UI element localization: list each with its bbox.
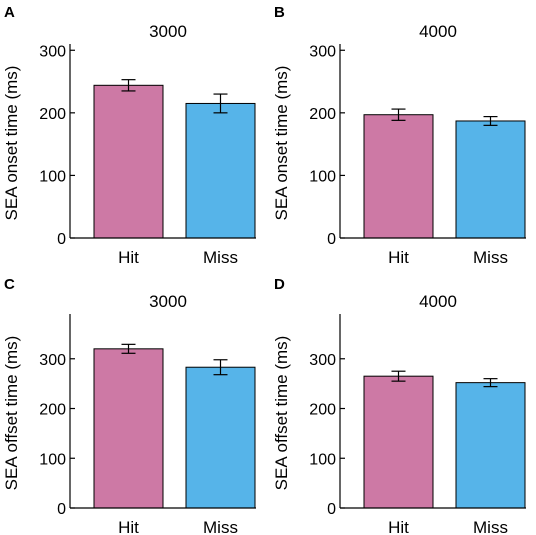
panel-b: B 4000 SEA onset time (ms) Hit Miss 0 100 20… [272,4,526,267]
bar-miss [185,102,256,239]
plot-area: Hit Miss 0 100 200 300 [39,43,256,267]
panel-a: A 3000 SEA onset time (ms) Hit Miss 0 100 20… [2,4,256,267]
x-tick-label: Hit [118,518,139,535]
y-axis-label: SEA offset time (ms) [2,336,21,491]
y-tick-label: 100 [309,451,336,468]
plot-area: Hit Miss 0 100 200 300 [309,314,526,535]
panel-d: D 4000 SEA offset time (ms) Hit Miss 0 100 2… [272,276,526,535]
y-tick-label: 100 [39,168,66,185]
y-tick-label: 300 [309,352,336,369]
y-tick-label: 200 [39,106,66,123]
x-tick-label: Miss [203,248,238,267]
panel-letter: D [274,276,285,293]
x-tick-label: Hit [388,248,409,267]
y-tick-label: 100 [309,168,336,185]
panel-c: C 3000 SEA offset time (ms) Hit Miss 0 100 2… [2,276,256,535]
panel-title: 3000 [149,22,187,41]
y-tick-label: 300 [39,43,66,60]
bar-hit [93,348,164,509]
plot-area: Hit Miss 0 100 200 300 [309,43,526,267]
bar-hit [363,375,434,509]
y-tick-label: 100 [39,451,66,468]
bar-hit [93,84,164,239]
x-tick-label: Miss [473,248,508,267]
y-tick-label: 200 [309,106,336,123]
y-tick-label: 300 [39,352,66,369]
y-axis-label: SEA onset time (ms) [2,66,21,221]
bar-miss [185,366,256,509]
plot-area: Hit Miss 0 100 200 300 [39,314,256,535]
bar-miss [455,382,526,509]
x-tick-label: Miss [203,518,238,535]
y-tick-label: 200 [39,402,66,419]
y-axis-label: SEA onset time (ms) [272,66,291,221]
panel-letter: B [274,4,285,21]
panel-letter: C [4,276,15,293]
x-tick-label: Hit [388,518,409,535]
panel-title: 4000 [419,292,457,311]
panel-title: 4000 [419,22,457,41]
y-tick-label: 0 [327,501,336,518]
bar-miss [455,120,526,239]
panel-title: 3000 [149,292,187,311]
y-tick-label: 0 [57,231,66,248]
x-tick-label: Miss [473,518,508,535]
bar-hit [363,114,434,239]
y-tick-label: 200 [309,402,336,419]
y-axis-label: SEA offset time (ms) [272,336,291,491]
y-tick-label: 0 [327,231,336,248]
y-tick-label: 0 [57,501,66,518]
y-tick-label: 300 [309,43,336,60]
x-tick-label: Hit [118,248,139,267]
panel-letter: A [4,4,15,21]
